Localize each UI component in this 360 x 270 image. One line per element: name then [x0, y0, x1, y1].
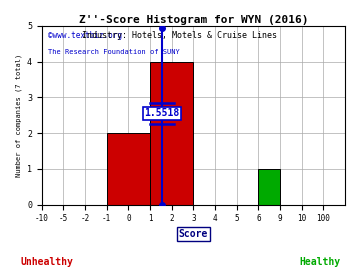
Text: ©www.textbiz.org: ©www.textbiz.org — [48, 31, 122, 40]
Text: The Research Foundation of SUNY: The Research Foundation of SUNY — [48, 49, 180, 55]
Text: Healthy: Healthy — [300, 257, 341, 267]
X-axis label: Score: Score — [179, 229, 208, 239]
Text: Industry: Hotels, Motels & Cruise Lines: Industry: Hotels, Motels & Cruise Lines — [82, 31, 278, 40]
Bar — [107, 133, 150, 204]
Title: Z''-Score Histogram for WYN (2016): Z''-Score Histogram for WYN (2016) — [78, 15, 308, 25]
Text: Unhealthy: Unhealthy — [21, 257, 73, 267]
Bar — [258, 169, 280, 204]
Y-axis label: Number of companies (7 total): Number of companies (7 total) — [15, 53, 22, 177]
Bar — [150, 62, 193, 204]
Text: 1.5518: 1.5518 — [144, 108, 180, 118]
